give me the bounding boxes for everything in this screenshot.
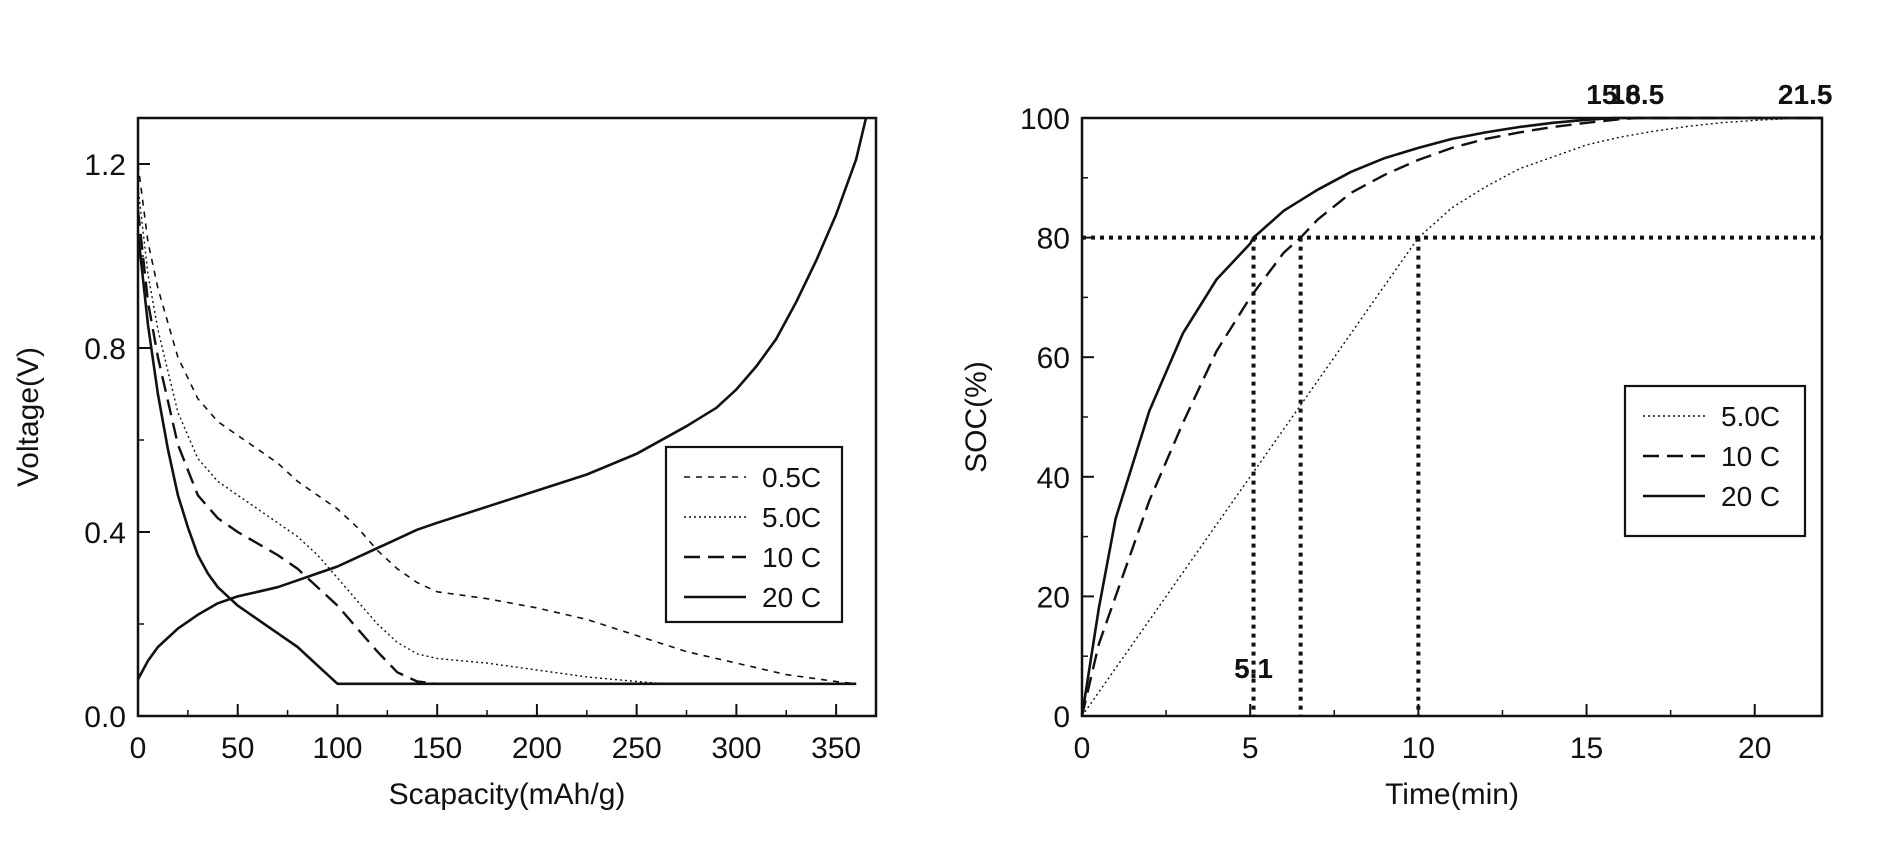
- legend-entry: 20 C: [1721, 481, 1780, 512]
- y-tick-label: 80: [1037, 223, 1070, 256]
- annotation-label: 16.5: [1610, 79, 1665, 110]
- x-tick-label: 250: [612, 732, 662, 765]
- x-tick-label: 10: [1402, 732, 1435, 765]
- legend-entry: 5.0C: [762, 502, 821, 533]
- legend-box: [1623, 384, 1807, 538]
- soc-time-chart: 0 5 10 15 20 0 20 40 60 80 100 Time(min) SOC(%) 5.1 15…: [960, 79, 1832, 811]
- x-tick-label: 150: [412, 732, 462, 765]
- series-line-0: [1081, 117, 1822, 717]
- y-tick-label: 0.8: [84, 333, 126, 366]
- y-tick-label: 1.2: [84, 149, 126, 182]
- x-tick-label: 0: [130, 732, 147, 765]
- x-tick-label: 200: [512, 732, 562, 765]
- x-axis-label: Scapacity(mAh/g): [389, 778, 626, 811]
- y-axis-label: SOC(%): [960, 361, 993, 473]
- annotation-label: 21.5: [1778, 79, 1833, 110]
- legend-entry: 10 C: [1721, 441, 1780, 472]
- series-line-2: [136, 209, 857, 685]
- legend-entry: 0.5C: [762, 462, 821, 493]
- legend-entry: 5.0C: [1721, 401, 1780, 432]
- y-tick-label: 40: [1037, 462, 1070, 495]
- x-tick-label: 350: [811, 732, 861, 765]
- y-tick-label: 20: [1037, 581, 1070, 614]
- y-tick-label: 100: [1020, 103, 1070, 136]
- series-line-1: [1080, 116, 1822, 717]
- x-tick-label: 100: [312, 732, 362, 765]
- annotation-label: 15.8: [1586, 79, 1641, 110]
- series-line-3: [136, 232, 857, 686]
- x-axis-label: Time(min): [1385, 778, 1519, 811]
- legend-entry: 20 C: [762, 582, 821, 613]
- legend-entry: 10 C: [762, 542, 821, 573]
- y-tick-label: 0.4: [84, 517, 126, 550]
- x-tick-label: 15: [1570, 732, 1603, 765]
- y-tick-label: 60: [1037, 342, 1070, 375]
- series-line-2: [1080, 116, 1822, 717]
- y-axis-label: Voltage(V): [12, 347, 45, 487]
- plot-frame: [136, 116, 878, 718]
- x-tick-label: 50: [221, 732, 254, 765]
- voltage-capacity-chart: 0 50 100 150 200 250 300 350 0.0 0.4 0.8 1.2 Scapaci…: [12, 116, 878, 811]
- annotation-label: 5.1: [1234, 653, 1273, 684]
- x-tick-label: 5: [1242, 732, 1259, 765]
- y-tick-label: 0: [1053, 701, 1070, 734]
- x-tick-label: 0: [1074, 732, 1091, 765]
- series-line-4: [136, 117, 868, 680]
- x-tick-label: 300: [711, 732, 761, 765]
- y-tick-label: 0.0: [84, 701, 126, 734]
- x-tick-label: 20: [1738, 732, 1771, 765]
- series-line-1: [137, 186, 857, 685]
- legend-box: [664, 445, 844, 624]
